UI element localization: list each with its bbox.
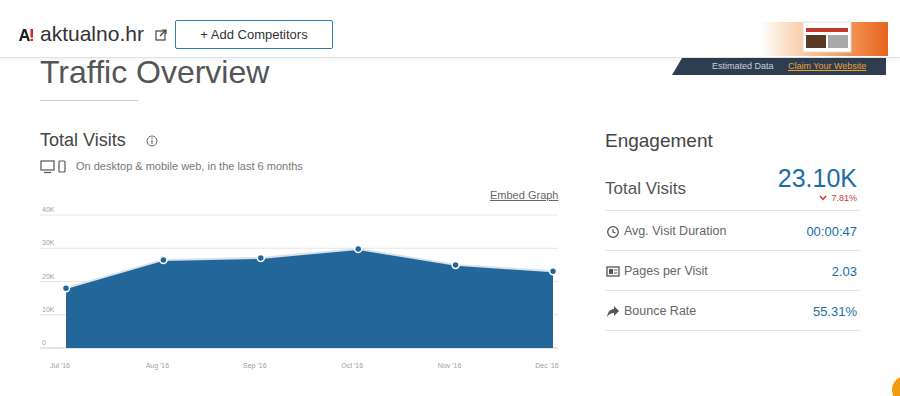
logo-bang xyxy=(31,29,34,38)
desktop-stand xyxy=(44,172,51,173)
y-tick-label: 30K xyxy=(42,239,55,246)
section-title: Traffic Overview xyxy=(40,54,269,91)
page-block xyxy=(609,269,613,274)
external-link-icon xyxy=(155,29,167,41)
thumb-bg xyxy=(760,22,888,56)
clock-hands xyxy=(613,229,616,233)
grid-line xyxy=(40,248,558,249)
metric-value: 2.03 xyxy=(832,264,857,279)
marker xyxy=(63,285,70,292)
marker xyxy=(550,268,557,275)
page-line xyxy=(614,273,618,274)
axes: 0 10K 20K 30K 40K xyxy=(40,206,558,348)
marker xyxy=(160,256,167,263)
estimated-text: Estimated Data xyxy=(712,61,774,71)
site-name[interactable]: aktualno.hr xyxy=(40,22,144,46)
marker xyxy=(355,245,362,252)
grid-line xyxy=(40,215,558,216)
thumb-frame xyxy=(803,22,851,52)
x-tick-label: Oct '16 xyxy=(341,362,363,369)
page: Traffic Overview Estimated Data Claim Your… xyxy=(0,0,900,396)
metric-icon xyxy=(606,225,620,238)
metric-label: Avg. Visit Duration xyxy=(624,224,726,238)
ext-arrow xyxy=(160,30,166,36)
claim-link[interactable]: Claim Your Website xyxy=(788,61,866,71)
separator xyxy=(605,290,860,291)
y-tick-label: 0 xyxy=(42,339,46,346)
thumb-text xyxy=(828,35,848,48)
line xyxy=(66,249,553,288)
x-tick-label: Nov '16 xyxy=(438,362,462,369)
metric-label: Pages per Visit xyxy=(624,264,708,278)
metric-value: 55.31% xyxy=(813,304,857,319)
metric-icon xyxy=(606,305,620,318)
section-underline xyxy=(40,100,138,101)
separator xyxy=(605,330,860,331)
plot-area xyxy=(63,245,557,348)
metric-change: 7.81% xyxy=(831,193,857,203)
clock-face xyxy=(608,227,619,238)
marker xyxy=(452,261,459,268)
page-line xyxy=(614,270,618,271)
chart-subtitle: On desktop & mobile web, in the last 6 m… xyxy=(76,160,303,172)
x-tick-label: Jul '16 xyxy=(50,362,70,369)
logo-a xyxy=(19,29,30,41)
logo-dot xyxy=(31,39,34,41)
embed-graph-link[interactable]: Embed Graph xyxy=(490,189,558,201)
chat-bubble[interactable] xyxy=(892,376,900,396)
info-icon xyxy=(146,135,158,147)
metric-label: Bounce Rate xyxy=(624,304,696,318)
x-tick-label: Dec '16 xyxy=(535,362,559,369)
site-logo xyxy=(18,27,34,43)
desktop-icon xyxy=(41,161,54,170)
y-tick-label: 10K xyxy=(42,306,55,313)
metric-value: 00:00:47 xyxy=(806,224,857,239)
info-dot xyxy=(151,138,153,140)
bounce-arrow xyxy=(607,306,619,317)
page-frame xyxy=(607,267,619,276)
metric-value: 23.10K xyxy=(778,164,857,193)
y-tick-label: 40K xyxy=(42,206,55,213)
change-down-icon xyxy=(819,195,827,201)
site-thumbnail xyxy=(760,8,890,58)
ext-box xyxy=(156,31,165,40)
y-tick-label: 20K xyxy=(42,273,55,280)
metric-label: Total Visits xyxy=(605,179,686,199)
info-circle xyxy=(147,136,157,146)
chart-title: Total Visits xyxy=(40,130,126,151)
separator xyxy=(605,210,860,211)
area xyxy=(66,249,553,348)
add-competitors-button[interactable]: + Add Competitors xyxy=(175,20,333,49)
engagement-title: Engagement xyxy=(605,130,713,152)
x-tick-label: Aug '16 xyxy=(146,362,170,370)
x-axis-labels: Jul '16 Aug '16 Sep '16 Oct '16 Nov '16 Dec '… xyxy=(50,362,559,370)
mobile-icon xyxy=(59,161,65,172)
thumb-bar xyxy=(806,28,848,32)
chevron xyxy=(820,196,826,200)
info-stem xyxy=(151,140,152,144)
chart: 0 10K 20K 30K 40K Jul '16 Aug '16 Sep '16 Oct '1… xyxy=(0,0,900,396)
marker xyxy=(257,254,264,261)
x-tick-label: Sep '16 xyxy=(243,362,267,370)
metric-icon xyxy=(606,265,620,278)
device-icons xyxy=(40,160,70,174)
separator xyxy=(605,250,860,251)
thumb-img xyxy=(806,35,826,48)
